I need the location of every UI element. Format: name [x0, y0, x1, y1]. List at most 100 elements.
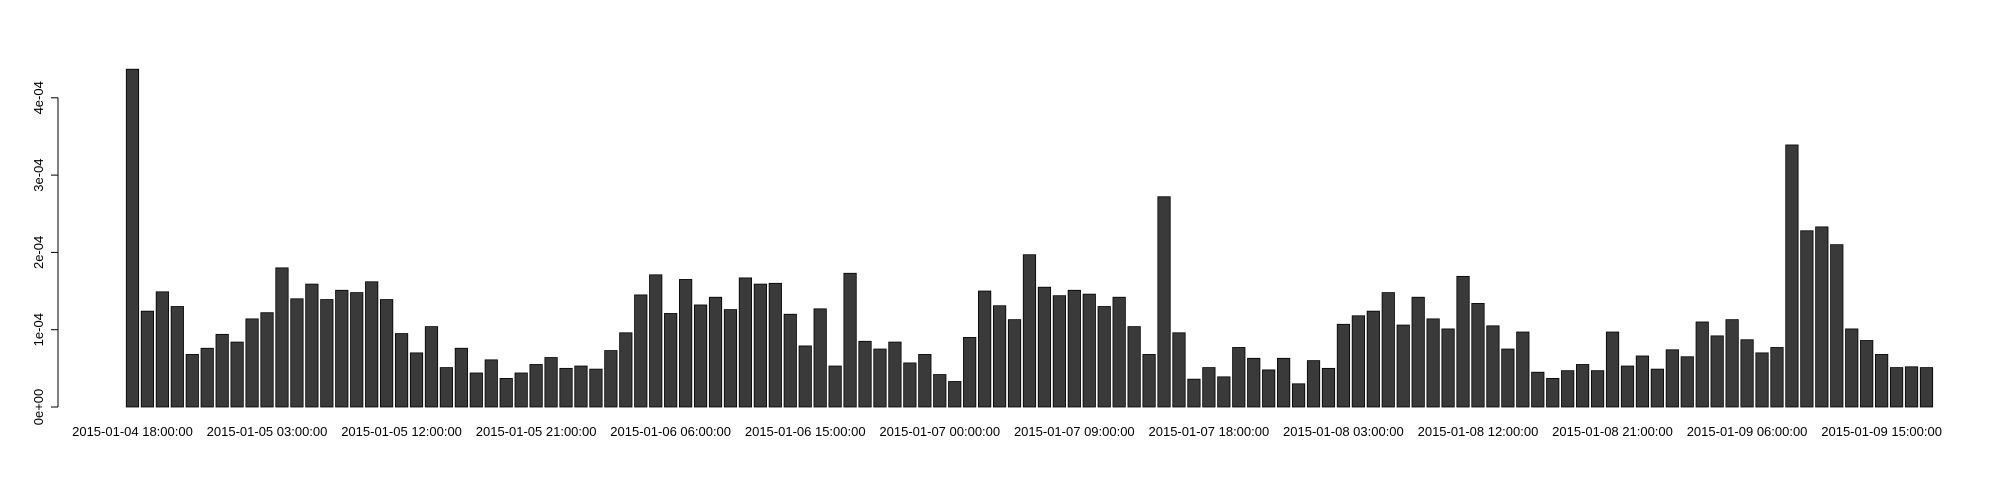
bar: [1456, 275, 1470, 408]
bar: [1845, 328, 1859, 408]
bar: [1277, 357, 1291, 408]
bar: [1232, 347, 1246, 408]
x-tick-label: 2015-01-05 12:00:00: [341, 424, 462, 439]
y-tick-label: 3e-04: [31, 158, 46, 191]
bar: [723, 309, 738, 408]
bar: [469, 372, 483, 408]
bar: [125, 68, 140, 408]
bar: [753, 283, 767, 408]
x-tick-label: 2015-01-08 21:00:00: [1552, 424, 1673, 439]
bar: [1411, 296, 1425, 408]
bar: [1112, 296, 1126, 408]
bar: [1695, 321, 1709, 408]
bar: [245, 318, 259, 408]
bar: [1097, 306, 1111, 408]
bar: [1755, 352, 1769, 408]
bar: [409, 352, 424, 408]
x-tick-label: 2015-01-04 18:00:00: [72, 424, 193, 439]
x-tick-label: 2015-01-08 12:00:00: [1418, 424, 1539, 439]
x-tick-label: 2015-01-05 03:00:00: [207, 424, 328, 439]
bar: [1426, 318, 1440, 408]
bar: [484, 359, 498, 408]
x-tick-label: 2015-01-05 21:00:00: [476, 424, 597, 439]
bar: [1650, 368, 1664, 408]
bar: [1785, 144, 1799, 408]
bar: [1172, 332, 1186, 408]
y-tick-label: 0e+00: [31, 389, 46, 426]
bar: [1680, 356, 1694, 408]
bars: [125, 68, 1934, 408]
bar: [978, 290, 992, 408]
bar: [1321, 367, 1336, 408]
bar: [1904, 366, 1919, 408]
bar: [514, 372, 528, 408]
bar: [918, 354, 932, 408]
bar: [843, 272, 857, 408]
bar: [1516, 331, 1530, 408]
x-axis-labels: 2015-01-04 18:00:00 2015-01-05 03:00:00 20…: [72, 424, 1942, 439]
bar: [1889, 367, 1904, 408]
bar: [933, 374, 947, 408]
bar: [424, 326, 439, 408]
x-tick-label: 2015-01-07 09:00:00: [1014, 424, 1135, 439]
x-tick-label: 2015-01-07 00:00:00: [879, 424, 1000, 439]
bar: [992, 305, 1007, 408]
bar: [1815, 226, 1829, 408]
bar: [1157, 196, 1171, 408]
bar: [394, 333, 409, 408]
bar: [604, 350, 618, 408]
bar: [1770, 347, 1784, 408]
bar: [1037, 286, 1052, 408]
x-tick-label: 2015-01-08 03:00:00: [1283, 424, 1404, 439]
bar: [499, 377, 513, 408]
bar: [320, 299, 334, 408]
bar: [963, 337, 977, 408]
bar: [1396, 324, 1410, 408]
bar: [335, 289, 349, 408]
bar: [634, 294, 648, 408]
bar: [1710, 335, 1724, 408]
x-tick-label: 2015-01-09 06:00:00: [1687, 424, 1808, 439]
bar: [230, 341, 244, 408]
bar: [903, 362, 917, 408]
bar: [1351, 315, 1365, 408]
bar: [275, 267, 289, 408]
bar: [768, 282, 782, 408]
y-tick-label: 1e-04: [31, 313, 46, 346]
bar: [350, 292, 364, 408]
bar: [1187, 378, 1201, 408]
bar: [708, 296, 723, 408]
bar: [1486, 325, 1500, 408]
bar: [574, 365, 588, 408]
bar: [873, 348, 887, 408]
bar: [1247, 357, 1261, 408]
bar: [649, 274, 663, 408]
y-axis: 0e+00 1e-04 2e-04 3e-04 4e-04: [31, 81, 59, 426]
bar: [1336, 323, 1351, 408]
bar: [858, 340, 872, 408]
bar: [1919, 367, 1934, 408]
bar: [1725, 319, 1739, 408]
bar: [1800, 230, 1814, 408]
bar: [828, 365, 842, 408]
bar: [813, 308, 827, 408]
bar: [1366, 310, 1380, 408]
bar: [619, 332, 633, 408]
bar: [185, 354, 199, 408]
bar: [1262, 369, 1276, 408]
bar: [738, 277, 753, 408]
y-tick-label: 4e-04: [31, 81, 46, 114]
bar: [155, 291, 169, 408]
bar: [1202, 367, 1216, 408]
bar: [140, 310, 155, 408]
bar: [664, 313, 678, 408]
bar: [1217, 376, 1231, 408]
bar: [1082, 293, 1096, 408]
x-tick-label: 2015-01-06 15:00:00: [745, 424, 866, 439]
bar: [1590, 370, 1605, 408]
bar: [1830, 244, 1844, 408]
bar: [1635, 355, 1650, 408]
bar: [215, 333, 229, 408]
bar: [1531, 371, 1545, 408]
